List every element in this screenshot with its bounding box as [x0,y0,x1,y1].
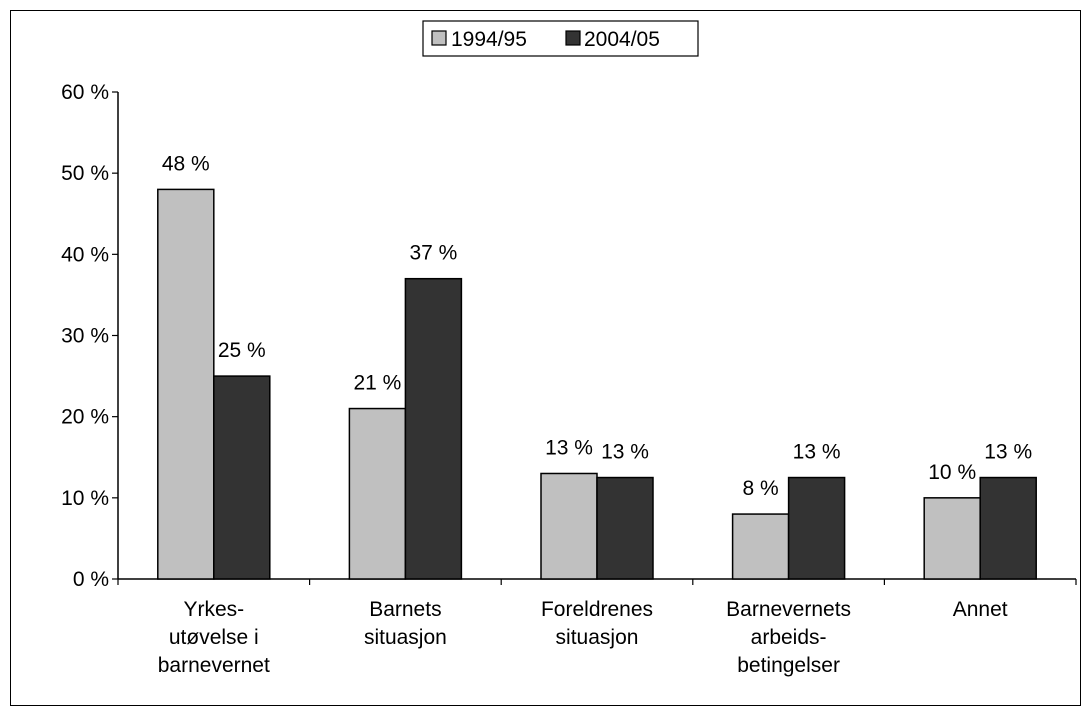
axes: 0 % 10 % 20 % 30 % 40 % 50 % 60 % [61,81,1077,591]
x-tick-label: Barnevernets [726,598,851,621]
x-tick-label: betingelser [737,654,840,677]
data-label: 10 % [928,461,976,484]
y-tick-label: 60 % [61,81,109,104]
x-tick-label: situasjon [556,626,639,649]
data-label: 13 % [545,436,593,459]
bar-2004-05 [213,375,271,580]
legend-label: 1994/95 [451,28,527,51]
x-tick-label: arbeids- [751,626,827,649]
x-tick-label: Foreldrenes [541,598,653,621]
y-tick-label: 50 % [61,162,109,185]
x-tick-label: Yrkes- [183,598,244,621]
y-tick-label: 30 % [61,325,109,348]
data-label: 8 % [743,477,779,500]
x-tick-label: barnevernet [158,654,270,677]
bar-2004-05 [979,476,1037,580]
y-tick-label: 20 % [61,406,109,429]
x-tick-label: Barnets [369,598,441,621]
data-label: 37 % [409,242,457,265]
bar-1994-95 [540,472,598,580]
data-labels: 48 % 25 % 21 % 37 % 13 % 13 % 8 % 13 % 10 % 13 % [162,152,1032,500]
y-tick-label: 10 % [61,487,109,510]
y-tick-label: 0 % [73,568,109,591]
bar-1994-95 [157,188,215,580]
bar-2004-05 [787,476,846,580]
legend-swatch [431,30,447,46]
y-tick-label: 40 % [61,243,109,266]
bar-2004-05 [404,277,463,580]
legend-label: 2004/05 [584,28,660,51]
bars [157,188,1037,580]
bar-2004-05 [596,476,654,580]
data-label: 25 % [218,339,266,362]
x-tick-label: Annet [953,598,1008,621]
chart-frame [10,10,1081,706]
legend-box [422,20,699,57]
bar-1994-95 [348,407,407,580]
bar-1994-95 [923,497,981,580]
data-label: 48 % [162,152,210,175]
data-label: 13 % [601,441,649,464]
legend: 1994/95 2004/05 [422,20,699,57]
data-label: 13 % [793,441,841,464]
x-tick-labels: Yrkes-utøvelse i barnevernet Barnets situas… [158,598,1008,677]
legend-swatch [565,30,581,46]
data-label: 21 % [353,372,401,395]
bar-1994-95 [731,513,790,580]
x-tick-label: utøvelse i [169,626,259,649]
data-label: 13 % [984,441,1032,464]
x-tick-label: situasjon [364,626,447,649]
